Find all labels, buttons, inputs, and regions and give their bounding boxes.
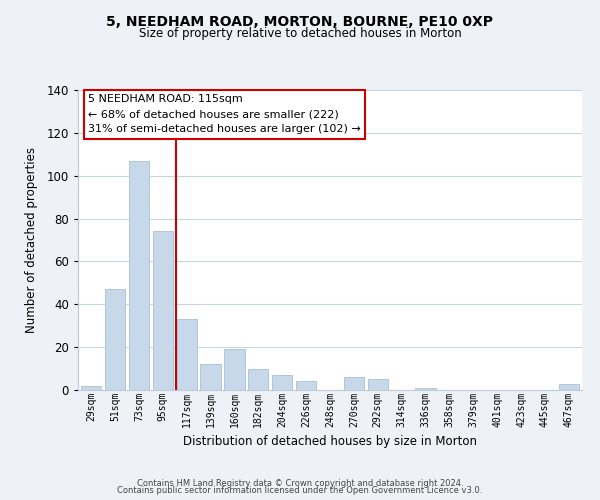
Bar (105, 290, 125, 390)
Text: ← 68% of detached houses are smaller (222)
31% of semi-detached houses are large: ← 68% of detached houses are smaller (22… (93, 98, 366, 137)
Text: Contains HM Land Registry data © Crown copyright and database right 2024.: Contains HM Land Registry data © Crown c… (137, 478, 463, 488)
Text: 5, NEEDHAM ROAD, MORTON, BOURNE, PE10 0XP: 5, NEEDHAM ROAD, MORTON, BOURNE, PE10 0X… (107, 15, 493, 29)
Bar (129, 160, 149, 390)
Bar (415, 388, 436, 390)
Text: 5 NEEDHAM ROAD: 115sqm
← 68% of detached houses are smaller (222)
31% of semi-de: 5 NEEDHAM ROAD: 115sqm ← 68% of detached… (88, 94, 361, 134)
Y-axis label: Number of detached properties: Number of detached properties (25, 147, 38, 333)
Text: Size of property relative to detached houses in Morton: Size of property relative to detached ho… (139, 28, 461, 40)
Bar (81, 386, 101, 390)
Bar (152, 232, 173, 390)
Bar (248, 368, 268, 390)
Bar (176, 320, 197, 390)
Bar (559, 384, 579, 390)
Bar (368, 380, 388, 390)
Text: 5 NEEDHAM ROAD: 115sqm: 5 NEEDHAM ROAD: 115sqm (93, 98, 264, 108)
Bar (344, 377, 364, 390)
Bar (200, 364, 221, 390)
X-axis label: Distribution of detached houses by size in Morton: Distribution of detached houses by size … (183, 435, 477, 448)
Bar (296, 382, 316, 390)
Bar (272, 375, 292, 390)
Bar (224, 350, 245, 390)
Text: Contains public sector information licensed under the Open Government Licence v3: Contains public sector information licen… (118, 486, 482, 495)
